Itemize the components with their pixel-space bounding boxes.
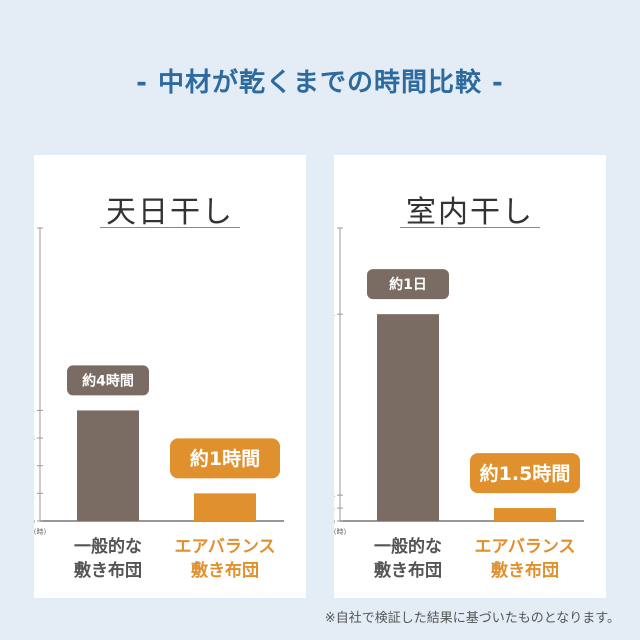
y-tick-label: 3 (34, 435, 35, 443)
data-label: 約1日 (389, 276, 427, 293)
y-tick-label: 0 (334, 518, 335, 526)
category-label-airbalance: エアバランス 敷き布団 (474, 537, 576, 581)
bar (494, 508, 556, 521)
category-label-general: 一般的な 敷き布団 (74, 537, 142, 581)
category-label-general: 一般的な 敷き布団 (374, 537, 442, 581)
data-label-box (67, 365, 149, 396)
category-label-airbalance: エアバランス 敷き布団 (174, 537, 276, 581)
data-label-box (470, 453, 580, 494)
data-label: 約1.5時間 (480, 462, 571, 485)
y-tick-label: 1 (34, 490, 35, 498)
chart-title: 天日干し (106, 195, 234, 230)
y-axis-unit: (時) (334, 528, 346, 536)
footnote: ※自社で検証した結果に基づいたものとなります。 (324, 611, 620, 626)
bar (194, 493, 256, 521)
data-label: 約4時間 (82, 372, 134, 389)
y-tick-label: 24 (334, 311, 336, 319)
y-tick-label: 3 (334, 492, 335, 500)
y-tick-label: 4 (34, 407, 36, 415)
title-underline (100, 227, 240, 228)
y-tick-label: 0 (34, 518, 35, 526)
data-label: 約1時間 (190, 447, 260, 470)
y-axis-unit: (時) (34, 528, 46, 536)
title-underline (400, 227, 540, 228)
y-tick-label: 1.5 (334, 505, 335, 513)
data-label-box (170, 438, 280, 479)
chart-title: 室内干し (406, 195, 534, 230)
data-label-box (367, 269, 449, 300)
bar (77, 410, 139, 521)
y-tick-label: 2 (34, 463, 35, 471)
page-title: - 中材が乾くまでの時間比較 - (136, 68, 504, 98)
bar (377, 314, 439, 521)
